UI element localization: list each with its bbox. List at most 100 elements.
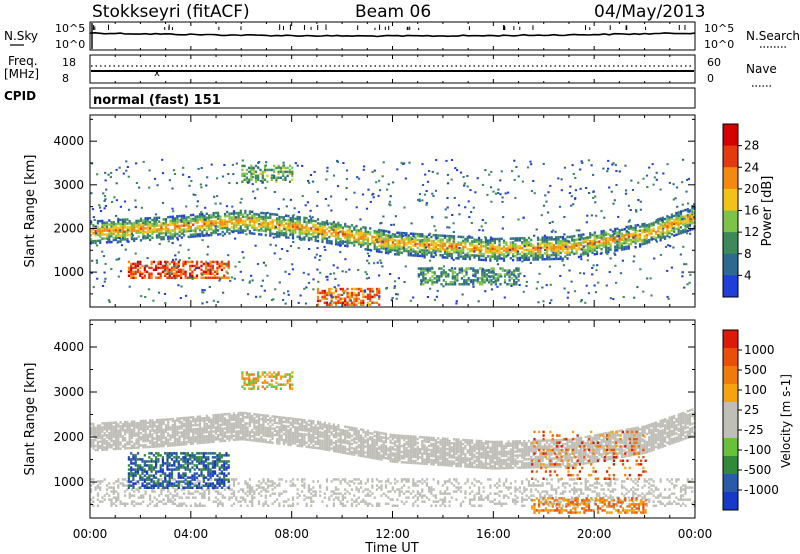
velocity-cell <box>198 429 202 432</box>
power-cell <box>536 256 540 259</box>
power-cell <box>438 275 441 278</box>
power-cell <box>150 276 153 279</box>
power-cell <box>146 221 149 224</box>
power-cell <box>375 287 379 291</box>
power-cell <box>578 229 581 232</box>
power-cell <box>299 294 302 297</box>
power-cell <box>146 225 149 228</box>
power-cell <box>559 255 562 259</box>
power-cell <box>654 220 658 224</box>
power-cell <box>160 226 163 229</box>
power-cell <box>128 228 131 231</box>
power-cell <box>159 272 162 275</box>
velocity-cell <box>139 423 143 427</box>
power-cell <box>210 222 213 225</box>
power-cell <box>443 242 447 245</box>
power-cell <box>688 213 692 216</box>
power-cell <box>476 177 479 180</box>
power-cell <box>250 166 253 170</box>
power-cell <box>115 182 118 185</box>
power-cell <box>242 221 245 224</box>
velocity-cell <box>92 504 95 507</box>
velocity-cell <box>158 426 161 430</box>
power-cell <box>136 264 140 268</box>
power-cell <box>677 228 680 232</box>
velocity-cell <box>101 496 104 499</box>
power-cell <box>270 178 273 181</box>
velocity-cell <box>198 437 202 441</box>
power-cell <box>99 231 102 235</box>
power-cell <box>296 221 299 225</box>
velocity-cell <box>173 431 177 435</box>
power-cell <box>516 245 519 248</box>
velocity-cell <box>196 478 199 481</box>
power-cell <box>248 218 251 221</box>
power-cell <box>375 289 379 293</box>
power-cell <box>423 254 426 258</box>
power-cell <box>121 226 124 229</box>
power-colorbar-tick-label: 4 <box>744 268 752 282</box>
velocity-cell <box>183 502 186 505</box>
power-cell <box>185 222 188 225</box>
power-cell <box>337 301 340 304</box>
power-cell <box>593 239 596 242</box>
velocity-cell <box>130 422 133 425</box>
power-cell <box>155 264 158 268</box>
power-cell <box>437 247 440 251</box>
velocity-cell <box>210 436 213 440</box>
velocity-cell <box>151 437 154 440</box>
power-cell <box>607 246 610 250</box>
power-cell <box>158 224 161 227</box>
power-cell <box>332 264 335 267</box>
power-cell <box>404 234 407 237</box>
power-cell <box>332 222 335 226</box>
power-cell <box>232 222 236 225</box>
power-cell <box>382 229 385 233</box>
power-cell <box>212 229 215 233</box>
power-cell <box>523 254 526 258</box>
velocity-cell <box>208 432 211 436</box>
y-tick-label: 4000 <box>53 134 84 148</box>
velocity-cell <box>192 442 195 445</box>
power-cell <box>201 214 204 218</box>
power-cell <box>181 232 184 235</box>
power-cell <box>250 168 253 172</box>
velocity-cell <box>167 500 170 503</box>
power-cell <box>526 166 530 169</box>
power-cell <box>600 238 603 241</box>
power-cell <box>335 287 338 291</box>
power-cell <box>500 275 503 278</box>
power-cell <box>496 251 499 254</box>
power-cell <box>148 272 151 275</box>
velocity-cell <box>117 492 120 495</box>
power-cell <box>207 245 210 248</box>
power-cell <box>223 214 227 218</box>
power-cell <box>162 235 165 239</box>
power-cell <box>582 249 585 252</box>
power-cell <box>419 233 422 236</box>
power-cell <box>605 237 608 240</box>
power-cell <box>171 221 174 224</box>
power-cell <box>673 228 676 231</box>
power-cell <box>210 163 213 166</box>
power-cell <box>566 253 569 256</box>
power-cell <box>411 237 414 240</box>
power-cell <box>541 286 544 289</box>
power-cell <box>191 274 194 277</box>
power-cell <box>179 244 182 247</box>
velocity-cell <box>203 427 206 430</box>
power-cell <box>248 224 251 227</box>
power-cell <box>196 219 199 222</box>
power-cell <box>438 277 441 280</box>
power-cell <box>600 234 603 237</box>
velocity-cell <box>130 432 133 435</box>
velocity-cell <box>158 430 161 434</box>
power-cell <box>452 258 455 261</box>
power-cell <box>308 215 312 218</box>
power-cell <box>396 245 399 248</box>
power-cell <box>630 225 633 228</box>
power-cell <box>196 215 199 218</box>
power-cell <box>564 237 567 241</box>
power-cell <box>390 299 393 302</box>
